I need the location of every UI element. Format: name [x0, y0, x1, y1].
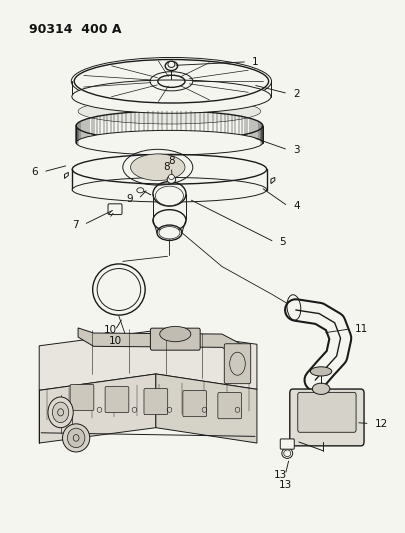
- FancyBboxPatch shape: [290, 389, 364, 446]
- Text: 6: 6: [32, 167, 38, 177]
- FancyBboxPatch shape: [298, 392, 356, 432]
- Ellipse shape: [168, 174, 174, 180]
- Text: 10: 10: [109, 336, 122, 345]
- Polygon shape: [78, 328, 241, 358]
- FancyBboxPatch shape: [280, 439, 294, 449]
- Ellipse shape: [312, 383, 330, 394]
- Ellipse shape: [52, 402, 69, 423]
- Ellipse shape: [165, 61, 178, 70]
- Text: 2: 2: [293, 88, 300, 99]
- Ellipse shape: [159, 227, 180, 239]
- Text: 10: 10: [103, 326, 117, 335]
- Ellipse shape: [168, 61, 175, 68]
- FancyBboxPatch shape: [144, 389, 168, 415]
- Ellipse shape: [72, 80, 271, 113]
- Text: 5: 5: [279, 237, 286, 247]
- FancyBboxPatch shape: [70, 384, 94, 410]
- Ellipse shape: [167, 176, 176, 183]
- Polygon shape: [156, 374, 257, 443]
- Polygon shape: [39, 374, 156, 443]
- Text: 8: 8: [168, 156, 175, 166]
- FancyBboxPatch shape: [150, 328, 200, 350]
- Ellipse shape: [160, 326, 191, 342]
- Ellipse shape: [130, 154, 185, 181]
- Ellipse shape: [62, 424, 90, 452]
- Ellipse shape: [310, 367, 332, 376]
- Text: 90314  400 A: 90314 400 A: [30, 23, 122, 36]
- Ellipse shape: [282, 448, 293, 458]
- FancyBboxPatch shape: [105, 386, 129, 413]
- Ellipse shape: [78, 99, 261, 124]
- Text: 1: 1: [252, 57, 259, 67]
- FancyBboxPatch shape: [224, 344, 251, 384]
- Text: 7: 7: [72, 220, 79, 230]
- Ellipse shape: [76, 131, 263, 155]
- Ellipse shape: [156, 186, 183, 206]
- Text: 13: 13: [274, 470, 287, 480]
- Ellipse shape: [72, 177, 266, 202]
- Text: 13: 13: [279, 480, 292, 490]
- Polygon shape: [39, 330, 257, 390]
- Text: 12: 12: [375, 418, 388, 429]
- Text: 9: 9: [127, 194, 133, 204]
- Ellipse shape: [48, 397, 73, 427]
- Text: 11: 11: [355, 324, 369, 334]
- Text: 3: 3: [293, 145, 300, 155]
- Ellipse shape: [67, 428, 85, 448]
- Text: 8: 8: [163, 162, 170, 172]
- FancyBboxPatch shape: [183, 391, 207, 417]
- FancyBboxPatch shape: [218, 393, 241, 419]
- Text: 4: 4: [293, 201, 300, 211]
